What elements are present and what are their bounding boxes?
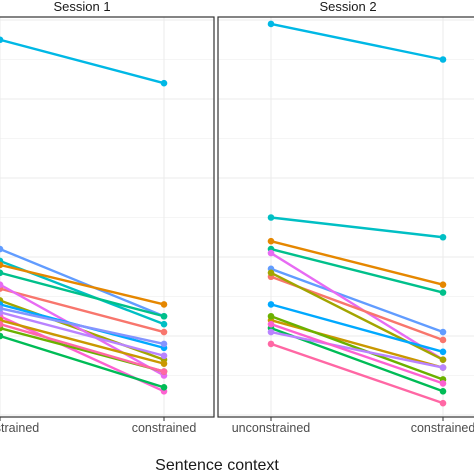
data-point-2-11-unconstrained bbox=[267, 312, 275, 320]
data-point-1-16-constrained bbox=[160, 340, 168, 348]
data-point-1-13-constrained bbox=[160, 384, 168, 391]
data-point-2-13-unconstrained bbox=[267, 328, 275, 336]
data-point-1-1-unconstrained bbox=[0, 36, 4, 44]
data-point-1-3-constrained bbox=[160, 320, 168, 328]
data-point-1-11-constrained bbox=[160, 360, 168, 367]
series-line-1-11 bbox=[0, 319, 166, 365]
data-point-2-2-unconstrained bbox=[267, 214, 275, 221]
facet-title-2: Session 2 bbox=[319, 0, 376, 14]
series-line-1-1 bbox=[0, 38, 166, 85]
x-tick-label-2-unconstrained: unconstrained bbox=[232, 421, 311, 435]
data-point-1-1-constrained bbox=[160, 79, 168, 87]
data-point-2-9-constrained bbox=[439, 348, 447, 356]
data-point-1-5-constrained bbox=[160, 301, 168, 308]
data-point-2-6-unconstrained bbox=[267, 249, 275, 257]
data-point-2-8-unconstrained bbox=[267, 269, 275, 277]
data-point-2-3-unconstrained bbox=[267, 237, 275, 245]
series-line-1-16 bbox=[0, 307, 166, 346]
data-point-1-7-constrained bbox=[160, 328, 168, 336]
panel-session-2 bbox=[217, 16, 474, 421]
series-line-2-14 bbox=[269, 322, 445, 385]
series-line-2-13 bbox=[269, 330, 445, 369]
panel-background-1 bbox=[0, 17, 214, 417]
panel-border-2 bbox=[217, 16, 474, 418]
data-point-1-16-unconstrained bbox=[0, 305, 4, 312]
data-point-2-13-constrained bbox=[439, 364, 447, 371]
series-line-2-10 bbox=[269, 319, 445, 369]
data-point-1-15-unconstrained bbox=[0, 320, 4, 328]
series-line-2-1 bbox=[269, 22, 445, 61]
series-line-1-7 bbox=[0, 287, 166, 334]
series-line-1-8 bbox=[0, 283, 166, 377]
panel-border-1 bbox=[0, 16, 215, 418]
series-line-2-3 bbox=[269, 239, 445, 286]
data-point-2-15-constrained bbox=[439, 399, 447, 407]
facet-title-1: Session 1 bbox=[53, 0, 110, 14]
data-point-2-14-unconstrained bbox=[267, 320, 275, 328]
data-point-1-14-constrained bbox=[160, 352, 168, 360]
data-point-2-2-constrained bbox=[439, 233, 447, 241]
data-point-2-1-unconstrained bbox=[267, 20, 275, 28]
data-point-1-4-unconstrained bbox=[0, 269, 4, 277]
panel-session-1 bbox=[0, 16, 215, 421]
facet-strip-1 bbox=[0, 0, 215, 17]
data-point-1-15-constrained bbox=[160, 368, 168, 375]
data-point-1-13-unconstrained bbox=[0, 332, 4, 340]
series-line-2-5 bbox=[269, 267, 445, 334]
data-point-1-8-unconstrained bbox=[0, 281, 4, 288]
data-point-1-4-constrained bbox=[160, 312, 168, 320]
x-axis-title: Sentence context bbox=[155, 457, 279, 474]
data-point-1-2-unconstrained bbox=[0, 245, 4, 253]
x-tick-label-1-constrained: constrained bbox=[132, 421, 197, 435]
x-tick-label-1-unconstrained: unconstrained bbox=[0, 421, 39, 435]
data-point-2-7-constrained bbox=[439, 336, 447, 344]
data-point-2-5-constrained bbox=[439, 328, 447, 336]
data-point-2-4-constrained bbox=[439, 289, 447, 296]
data-point-2-8-constrained bbox=[439, 356, 447, 364]
data-point-2-14-constrained bbox=[439, 380, 447, 387]
series-line-1-2 bbox=[0, 247, 166, 318]
facet-strip-2 bbox=[218, 0, 474, 17]
data-point-2-3-constrained bbox=[439, 281, 447, 288]
series-line-2-15 bbox=[269, 342, 445, 405]
series-line-2-4 bbox=[269, 247, 445, 294]
series-line-2-8 bbox=[269, 271, 445, 361]
series-line-2-6 bbox=[269, 251, 445, 361]
series-line-2-2 bbox=[269, 216, 445, 239]
series-line-1-5 bbox=[0, 263, 166, 306]
data-point-1-5-unconstrained bbox=[0, 261, 4, 269]
data-point-2-12-constrained bbox=[439, 388, 447, 395]
series-line-1-15 bbox=[0, 322, 166, 373]
series-line-1-13 bbox=[0, 334, 166, 389]
series-line-1-14 bbox=[0, 311, 166, 357]
series-line-2-11 bbox=[269, 315, 445, 381]
x-tick-label-2-constrained: constrained bbox=[411, 421, 474, 435]
series-line-2-9 bbox=[269, 303, 445, 353]
data-point-2-9-unconstrained bbox=[267, 301, 275, 308]
data-point-2-15-unconstrained bbox=[267, 340, 275, 348]
series-line-1-4 bbox=[0, 271, 166, 318]
data-point-2-1-constrained bbox=[439, 56, 447, 63]
